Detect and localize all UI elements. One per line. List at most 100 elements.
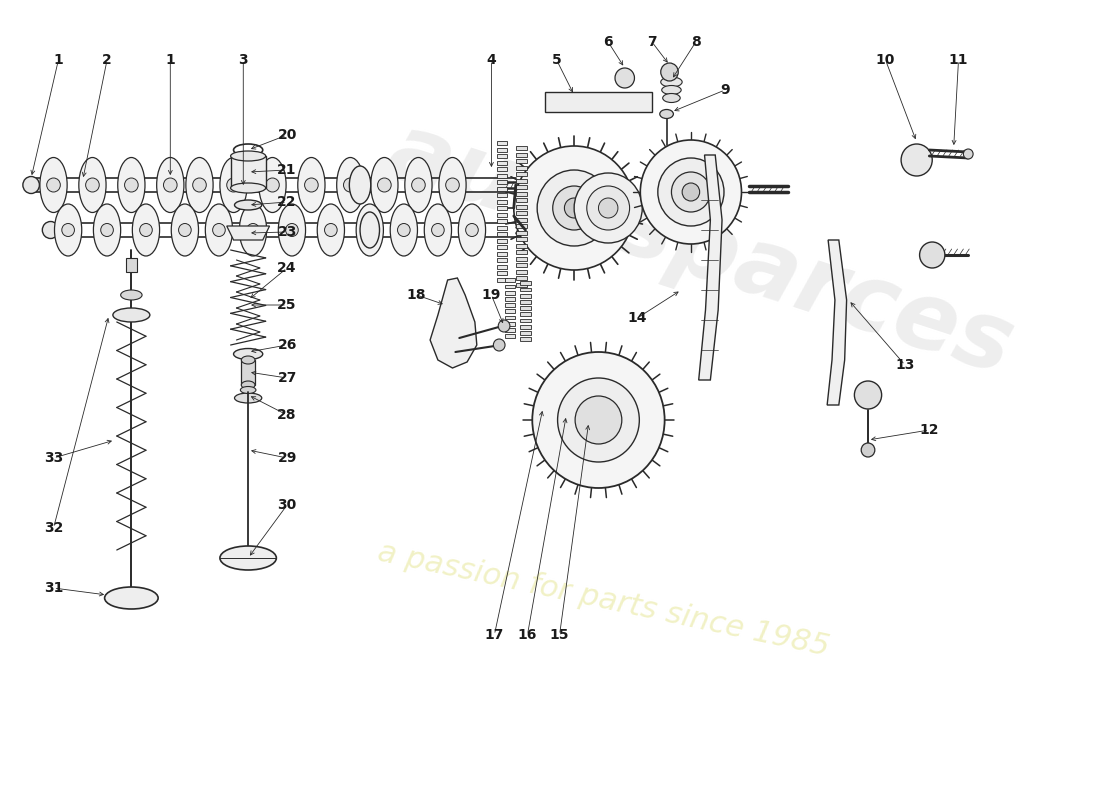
Circle shape bbox=[661, 63, 679, 81]
Bar bbox=[505, 328, 515, 332]
Text: 29: 29 bbox=[277, 451, 297, 465]
Ellipse shape bbox=[661, 77, 682, 87]
Ellipse shape bbox=[459, 204, 485, 256]
Bar bbox=[497, 200, 507, 204]
Ellipse shape bbox=[241, 356, 255, 364]
Circle shape bbox=[86, 178, 99, 192]
Text: 9: 9 bbox=[720, 83, 729, 97]
Bar bbox=[516, 198, 527, 202]
Text: 12: 12 bbox=[920, 423, 939, 437]
Ellipse shape bbox=[79, 158, 106, 213]
Bar bbox=[497, 258, 507, 262]
Circle shape bbox=[498, 320, 510, 332]
Circle shape bbox=[558, 378, 639, 462]
Text: 5: 5 bbox=[552, 53, 561, 67]
Text: 6: 6 bbox=[604, 35, 613, 49]
Ellipse shape bbox=[94, 204, 121, 256]
Circle shape bbox=[101, 223, 113, 237]
Bar bbox=[505, 290, 515, 294]
Circle shape bbox=[586, 186, 629, 230]
Bar bbox=[497, 271, 507, 275]
Text: 30: 30 bbox=[277, 498, 297, 512]
Bar bbox=[520, 312, 531, 316]
Circle shape bbox=[575, 396, 622, 444]
Circle shape bbox=[552, 186, 595, 230]
Ellipse shape bbox=[360, 212, 379, 248]
Text: 13: 13 bbox=[895, 358, 915, 372]
Bar bbox=[516, 238, 527, 242]
Ellipse shape bbox=[104, 587, 158, 609]
Ellipse shape bbox=[220, 546, 276, 570]
Circle shape bbox=[514, 146, 635, 270]
Ellipse shape bbox=[660, 110, 673, 118]
Text: 26: 26 bbox=[277, 338, 297, 352]
Bar bbox=[497, 194, 507, 197]
Bar bbox=[497, 161, 507, 165]
Circle shape bbox=[537, 170, 612, 246]
Circle shape bbox=[411, 178, 426, 192]
Text: 24: 24 bbox=[277, 261, 297, 275]
Text: 10: 10 bbox=[876, 53, 895, 67]
Text: 7: 7 bbox=[647, 35, 657, 49]
Bar bbox=[516, 186, 527, 190]
Circle shape bbox=[23, 177, 40, 194]
Bar bbox=[516, 218, 527, 222]
Bar bbox=[516, 179, 527, 182]
Text: 1: 1 bbox=[54, 53, 64, 67]
Bar bbox=[497, 206, 507, 210]
Circle shape bbox=[855, 381, 881, 409]
Circle shape bbox=[598, 198, 618, 218]
Bar bbox=[505, 310, 515, 313]
Bar bbox=[497, 232, 507, 236]
Bar bbox=[505, 322, 515, 326]
Circle shape bbox=[964, 149, 974, 159]
Bar bbox=[497, 174, 507, 178]
Polygon shape bbox=[430, 278, 476, 368]
Ellipse shape bbox=[118, 158, 145, 213]
Text: 3: 3 bbox=[239, 53, 249, 67]
Text: 20: 20 bbox=[277, 128, 297, 142]
Text: 4: 4 bbox=[486, 53, 496, 67]
Circle shape bbox=[529, 179, 541, 191]
Ellipse shape bbox=[278, 204, 306, 256]
Circle shape bbox=[212, 223, 226, 237]
Circle shape bbox=[574, 173, 642, 243]
Text: 19: 19 bbox=[482, 288, 502, 302]
Ellipse shape bbox=[425, 204, 451, 256]
Bar bbox=[505, 278, 515, 282]
Bar bbox=[516, 250, 527, 254]
Text: 15: 15 bbox=[550, 628, 570, 642]
Circle shape bbox=[564, 198, 584, 218]
Polygon shape bbox=[698, 155, 722, 380]
Circle shape bbox=[682, 183, 700, 201]
Ellipse shape bbox=[439, 158, 466, 213]
Ellipse shape bbox=[241, 381, 255, 389]
Ellipse shape bbox=[662, 94, 680, 102]
Bar bbox=[516, 211, 527, 215]
Circle shape bbox=[494, 339, 505, 351]
Bar bbox=[516, 172, 527, 176]
Bar bbox=[520, 306, 531, 310]
Circle shape bbox=[861, 443, 875, 457]
Bar bbox=[516, 276, 527, 280]
Bar bbox=[505, 303, 515, 307]
Bar bbox=[516, 231, 527, 234]
Circle shape bbox=[901, 144, 932, 176]
Bar bbox=[497, 219, 507, 223]
Bar bbox=[520, 318, 531, 322]
Ellipse shape bbox=[350, 166, 371, 204]
Bar bbox=[497, 187, 507, 190]
Bar bbox=[544, 92, 652, 112]
Ellipse shape bbox=[234, 200, 262, 210]
Bar bbox=[497, 142, 507, 146]
Ellipse shape bbox=[40, 158, 67, 213]
Bar bbox=[126, 258, 136, 272]
Bar bbox=[520, 294, 531, 298]
Circle shape bbox=[305, 178, 318, 192]
Ellipse shape bbox=[55, 204, 81, 256]
Circle shape bbox=[286, 223, 298, 237]
Text: 21: 21 bbox=[277, 163, 297, 177]
Circle shape bbox=[124, 178, 139, 192]
Polygon shape bbox=[227, 226, 270, 240]
Ellipse shape bbox=[186, 158, 213, 213]
